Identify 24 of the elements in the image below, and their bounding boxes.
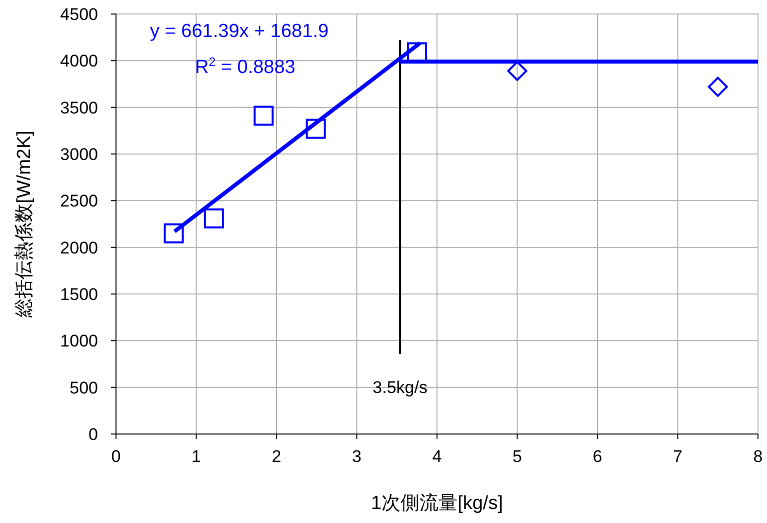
x-tick-label: 0 [111, 447, 121, 466]
y-tick-label: 4500 [60, 5, 98, 24]
y-tick-label: 1000 [60, 332, 98, 351]
x-tick-label: 1 [192, 447, 201, 466]
y-tick-label: 500 [70, 378, 98, 398]
x-tick-label: 3 [352, 447, 362, 466]
x-tick-label: 4 [432, 447, 442, 466]
annotation: R$^{2}$ = 0.8883 [195, 55, 296, 78]
y-tick-label: 3000 [60, 145, 98, 164]
y-tick-label: 4000 [60, 52, 98, 71]
y-tick-label: 3500 [60, 98, 98, 118]
x-tick-label: 6 [592, 447, 602, 466]
x-tick-label: 7 [673, 447, 682, 466]
y-tick-label: 1500 [60, 285, 98, 304]
y-axis-title: 総括伝熱係数[W/m2K] [14, 130, 35, 318]
y-tick-label: 2500 [60, 192, 98, 211]
y-tick-label: 2000 [60, 238, 98, 258]
x-tick-label: 8 [753, 447, 763, 466]
x-tick-label: 2 [272, 447, 282, 466]
y-tick-label: 0 [88, 425, 98, 444]
x-tick-label: 5 [512, 447, 522, 466]
x-axis-title: 1次側流量[kg/s] [371, 492, 503, 514]
annotation: y = 661.39x + 1681.9 [150, 21, 329, 42]
ref-line-label: 3.5kg/s [372, 378, 428, 397]
